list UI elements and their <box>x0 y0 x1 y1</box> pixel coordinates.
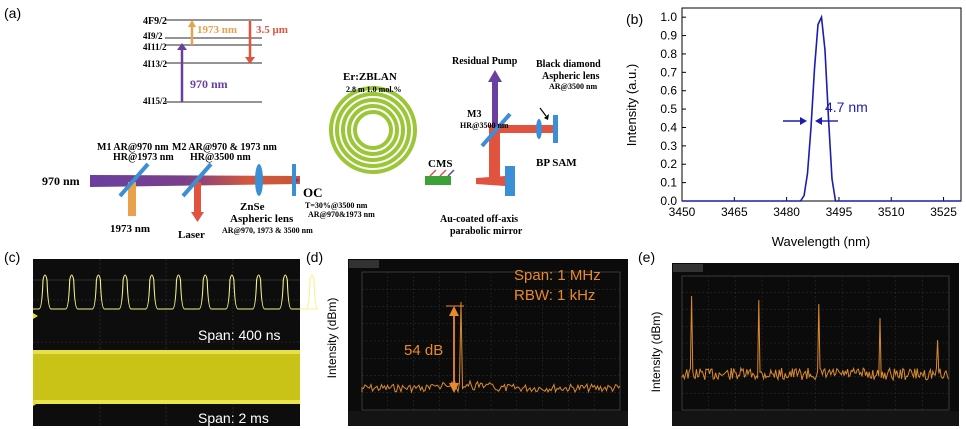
residual-pump-label: Residual Pump <box>452 56 518 67</box>
m3-label: M3 <box>467 109 481 120</box>
level-i112: 4I11/2 <box>143 42 167 52</box>
beam-up <box>489 125 500 182</box>
aspheric-ar-label: AR@970, 1973 & 3500 nm <box>222 226 313 235</box>
setup-schematic: M1 AR@970 nm HR@1973 nm M2 AR@970 & 1973… <box>42 56 601 241</box>
fwhm-label: 4.7 nm <box>825 99 868 115</box>
cms-label: CMS <box>428 158 452 170</box>
span-2ms: Span: 2 ms <box>198 410 269 426</box>
level-f92: 4F9/2 <box>143 16 167 27</box>
pulse-train-trace <box>33 274 319 310</box>
x-tick-label: 3495 <box>826 205 853 219</box>
beam-1973 <box>128 182 136 216</box>
x-tick-label: 3525 <box>930 205 957 219</box>
snr-label: 54 dB <box>404 342 443 359</box>
fiber-label: Er:ZBLAN <box>343 71 397 83</box>
mirror-m3 <box>480 112 512 148</box>
y-tick-label: 0.3 <box>660 139 677 153</box>
label-35um: 3.5 μm <box>256 24 288 36</box>
panel-e: (e) Intensity (dBm) <box>638 249 959 426</box>
y-tick-label: 0.2 <box>660 157 677 171</box>
out-1973-label: 1973 nm <box>110 223 150 235</box>
span-400ns: Span: 400 ns <box>198 327 281 343</box>
y-tick-label: 0.7 <box>660 65 677 79</box>
bp-sam <box>553 115 558 143</box>
laser-label: Laser <box>178 229 205 241</box>
x-tick-label: 3480 <box>773 205 800 219</box>
y-tick-label: 0.0 <box>660 194 677 208</box>
mirror-m1 <box>118 162 150 198</box>
spectrum-ylabel: Intensity (a.u.) <box>624 64 639 146</box>
plot-frame <box>681 7 962 202</box>
au-mirror-label-2: parabolic mirror <box>450 226 523 237</box>
x-tick-label: 3510 <box>878 205 905 219</box>
fwhm-arrow-right <box>815 117 822 125</box>
output-coupler <box>292 164 296 196</box>
panel-b: (b) 0.0 0.1 0.2 0.3 0.4 0.5 0.6 0.7 0.8 0.9 1.0 34… <box>624 7 962 249</box>
snr-arrow-up <box>449 306 459 316</box>
y-tick-label: 0.1 <box>660 176 677 190</box>
m2-label: M2 AR@970 & 1973 nm <box>172 142 278 153</box>
rf2-ylabel: Intensity (dBm) <box>649 312 663 393</box>
cms <box>425 176 451 185</box>
input-970-label: 970 nm <box>42 174 80 188</box>
panel-d: (d) Intensity (dBm) 54 dB Span: 1 MHz RB… <box>306 249 628 426</box>
pulse-envelope <box>33 350 300 404</box>
aspheric2-ar-label: AR@3500 nm <box>549 82 597 91</box>
aspheric2-label: Aspheric lens <box>542 71 600 82</box>
fwhm-arrow-left <box>800 117 807 125</box>
parabolic-mirror <box>505 166 515 196</box>
panel-c: (c) Span: 400 ns Span: 2 ms <box>4 249 319 426</box>
y-tick-label: 0.9 <box>660 29 677 43</box>
spectrum-xlabel: Wavelength (nm) <box>772 234 871 249</box>
panel-b-label: (b) <box>626 11 643 27</box>
bp-sam-label: BP SAM <box>536 157 577 169</box>
level-i92: 4I9/2 <box>143 31 163 41</box>
level-i152: 4I15/2 <box>143 96 168 106</box>
x-tick-label: 3450 <box>669 205 696 219</box>
aspheric-label: Aspheric lens <box>230 213 294 225</box>
black-diamond-label: Black diamond <box>536 59 601 70</box>
m2-hr: HR@3500 nm <box>190 152 251 163</box>
oc-ar-label: AR@970&1973 nm <box>308 210 375 219</box>
oc-t-label: T=30%@3500 nm <box>305 201 368 210</box>
fiber-coil <box>329 86 417 174</box>
m3-hr-label: HR@3500 nm <box>460 121 509 130</box>
beam-laser <box>194 182 201 214</box>
energy-level-diagram: 4F9/2 4I9/2 4I11/2 4I13/2 4I15/2 1973 nm… <box>143 16 288 106</box>
level-i132: 4I13/2 <box>143 59 168 69</box>
panel-e-label: (e) <box>638 249 655 265</box>
rf1-screen <box>348 259 628 426</box>
snr-arrow-down <box>449 383 459 393</box>
aspheric-lens-2 <box>536 119 542 139</box>
oc-label: OC <box>303 185 323 200</box>
mirror-m2 <box>181 162 213 198</box>
fiber-spec-label: 2.8 m 1.0 mol.% <box>346 85 402 94</box>
x-tick-label: 3465 <box>721 205 748 219</box>
label-970: 970 nm <box>190 77 228 91</box>
panel-c-label: (c) <box>4 249 20 265</box>
m1-hr: HR@1973 nm <box>113 152 174 163</box>
znse-label: ZnSe <box>240 201 265 213</box>
y-tick-label: 0.6 <box>660 84 677 98</box>
residual-pump-arrow <box>488 70 502 82</box>
y-tick-label: 1.0 <box>660 10 677 24</box>
rf1-ylabel: Intensity (dBm) <box>325 298 339 379</box>
panel-a-label: (a) <box>4 5 21 21</box>
panel-d-label: (d) <box>306 249 323 265</box>
rf1-span: Span: 1 MHz <box>514 267 601 284</box>
y-tick-label: 0.5 <box>660 102 677 116</box>
rf2-trace <box>681 295 949 382</box>
au-mirror-label-1: Au-coated off-axis <box>440 214 518 225</box>
rf1-rbw: RBW: 1 kHz <box>514 287 595 304</box>
znse-lens <box>255 164 263 196</box>
label-1973: 1973 nm <box>197 24 237 36</box>
rf1-trace <box>361 301 621 394</box>
m1-label: M1 AR@970 nm <box>97 142 169 153</box>
y-tick-label: 0.4 <box>660 120 677 134</box>
spectrum-series-line <box>682 14 961 202</box>
y-tick-label: 0.8 <box>660 47 677 61</box>
